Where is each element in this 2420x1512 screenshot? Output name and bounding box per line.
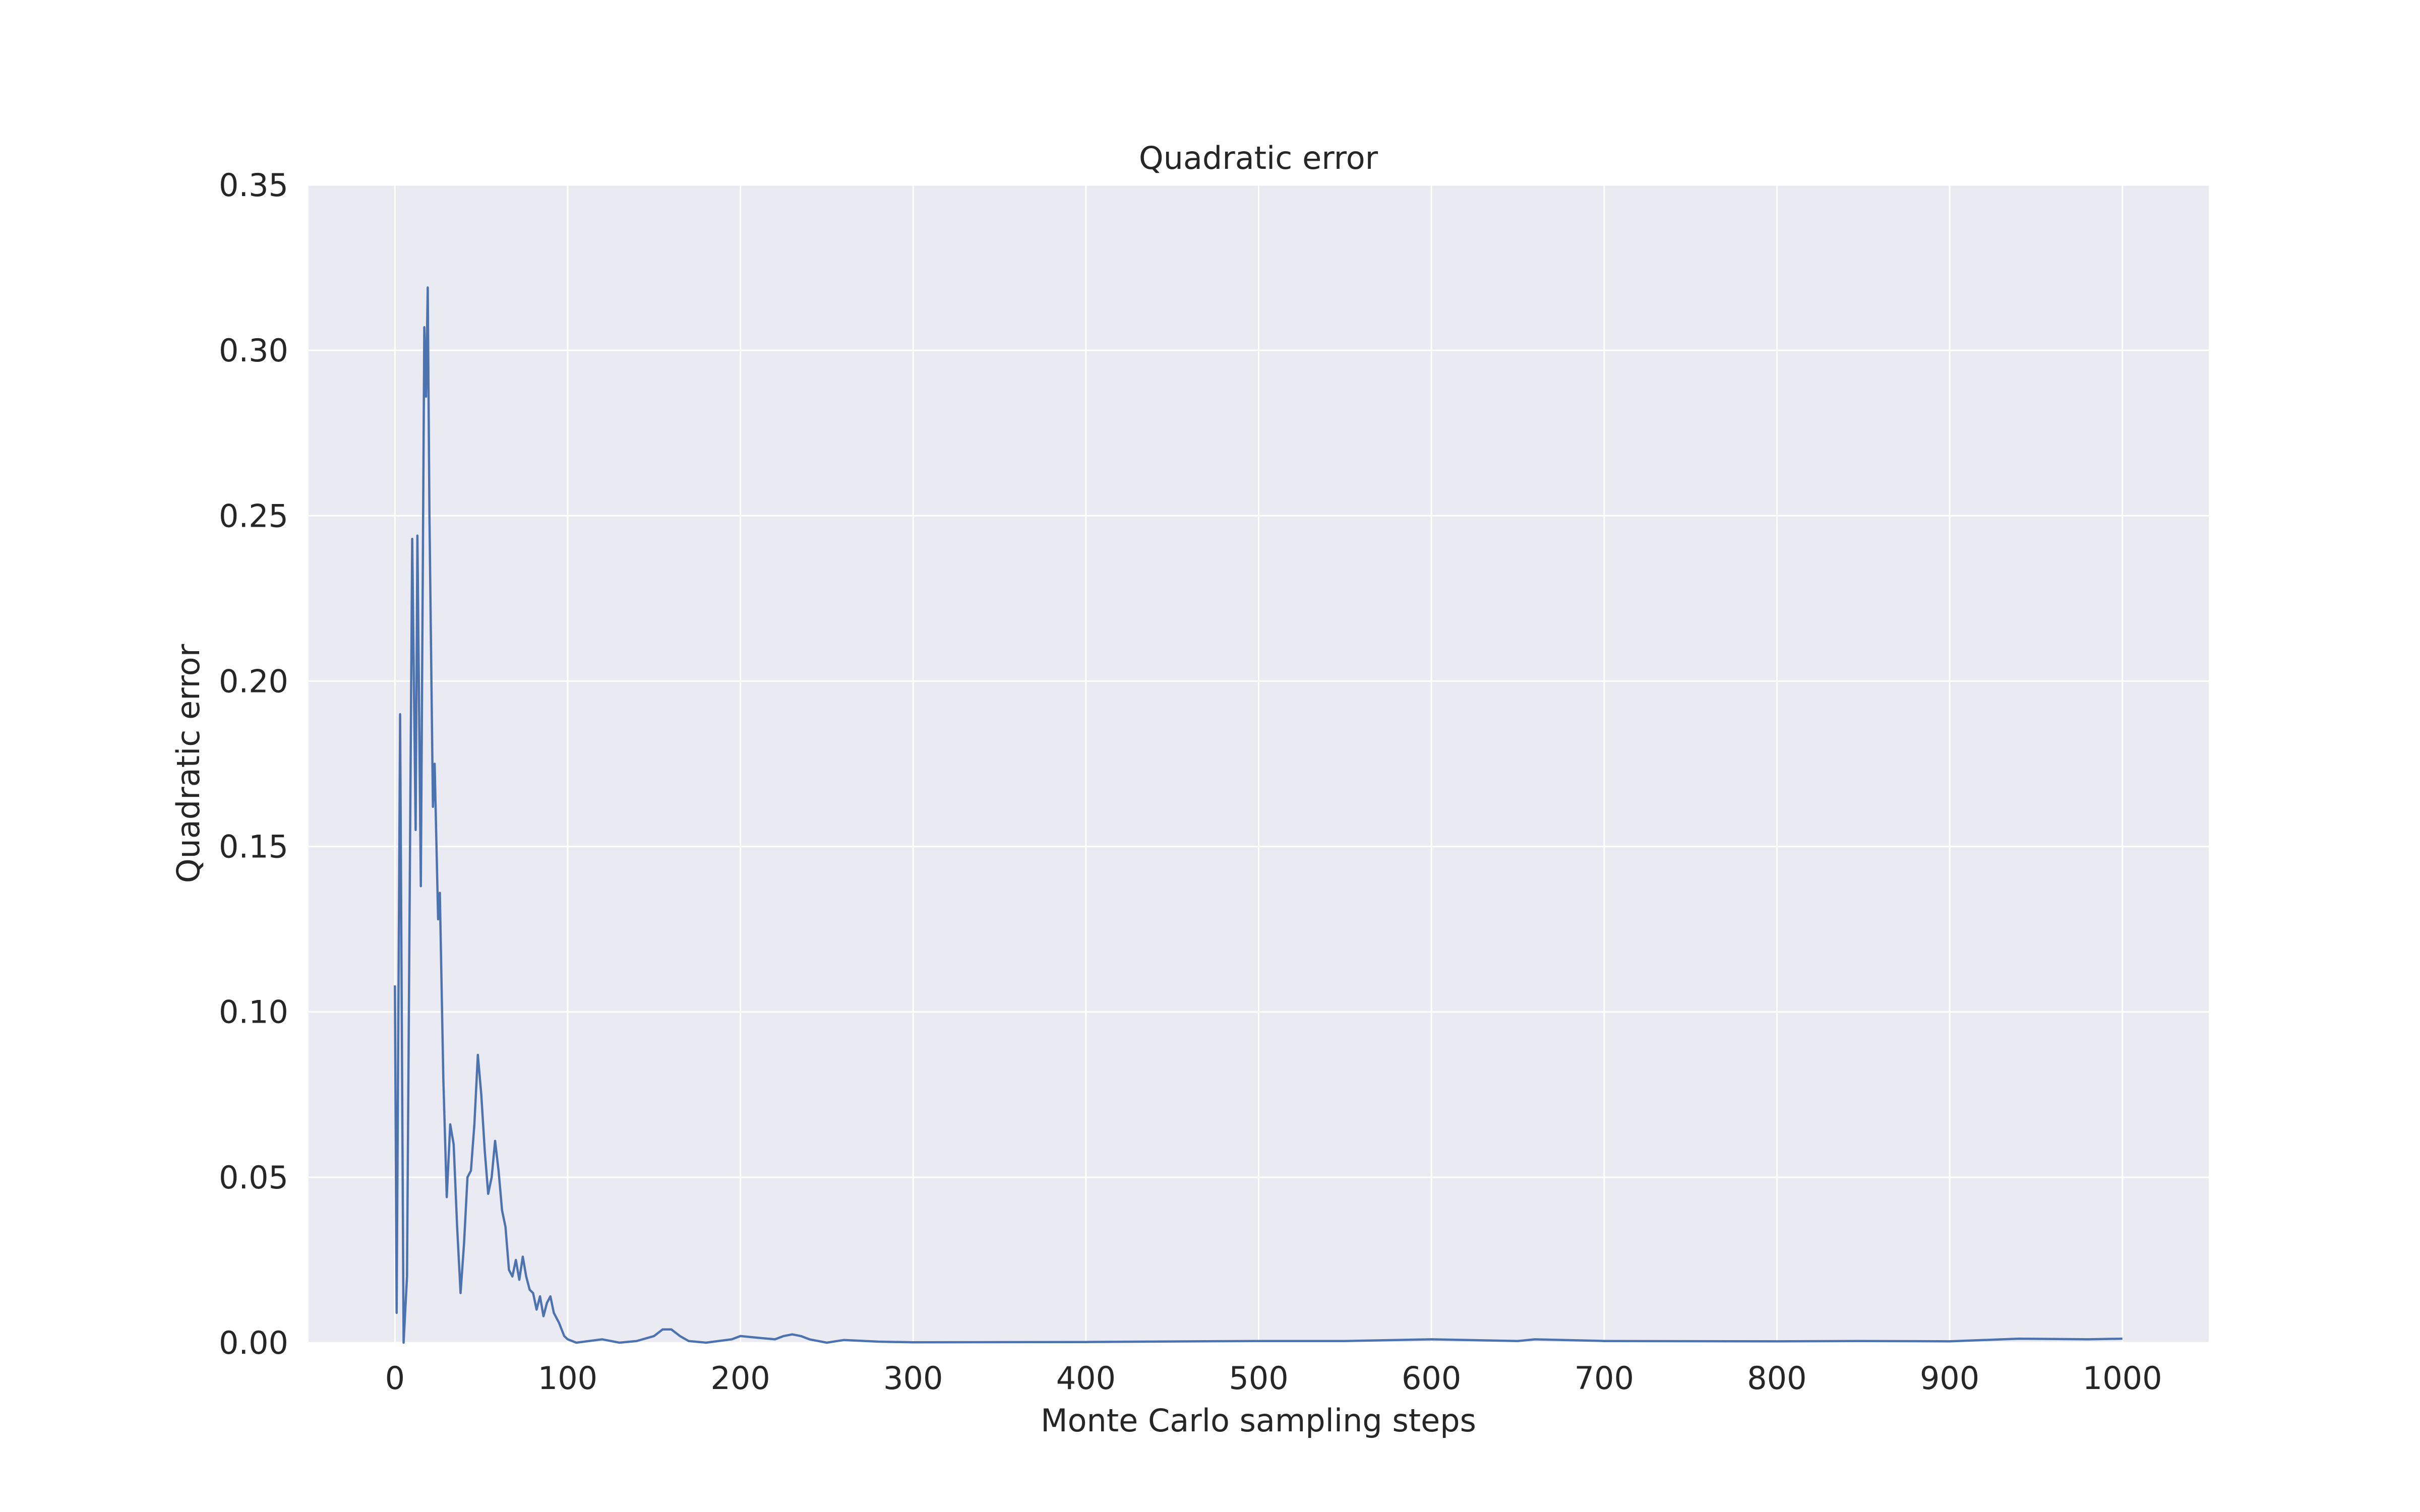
y-axis-label: Quadratic error [170,644,207,883]
y-tick-label: 0.35 [219,167,288,204]
y-tick-label: 0.10 [219,994,288,1031]
x-tick-label: 100 [538,1360,597,1397]
marks [394,286,2123,1344]
y-tick-label: 0.25 [219,497,288,534]
y-tick-label: 0.00 [219,1325,288,1361]
x-tick-label: 500 [1229,1360,1288,1397]
x-tick-label: 900 [1920,1360,1979,1397]
x-tick-label: 1000 [2083,1360,2162,1397]
x-axis-label: Monte Carlo sampling steps [1041,1402,1476,1439]
x-tick-label: 800 [1747,1360,1806,1397]
grid [309,184,2209,1344]
x-tick-label: 200 [710,1360,770,1397]
x-tick-label: 400 [1056,1360,1116,1397]
y-tick-label: 0.30 [219,332,288,369]
chart-title: Quadratic error [1139,140,1378,176]
y-tick-label: 0.15 [219,829,288,865]
labels: 0.00 0.05 0.10 0.15 0.20 0.25 0.30 0.35 0 100 200 3… [219,167,2162,1397]
x-tick-label: 700 [1575,1360,1634,1397]
data-line [394,286,2123,1344]
x-tick-label: 300 [883,1360,943,1397]
y-tick-label: 0.20 [219,663,288,700]
y-tick-label: 0.05 [219,1159,288,1196]
x-tick-label: 600 [1402,1360,1461,1397]
x-tick-label: 0 [385,1360,405,1397]
